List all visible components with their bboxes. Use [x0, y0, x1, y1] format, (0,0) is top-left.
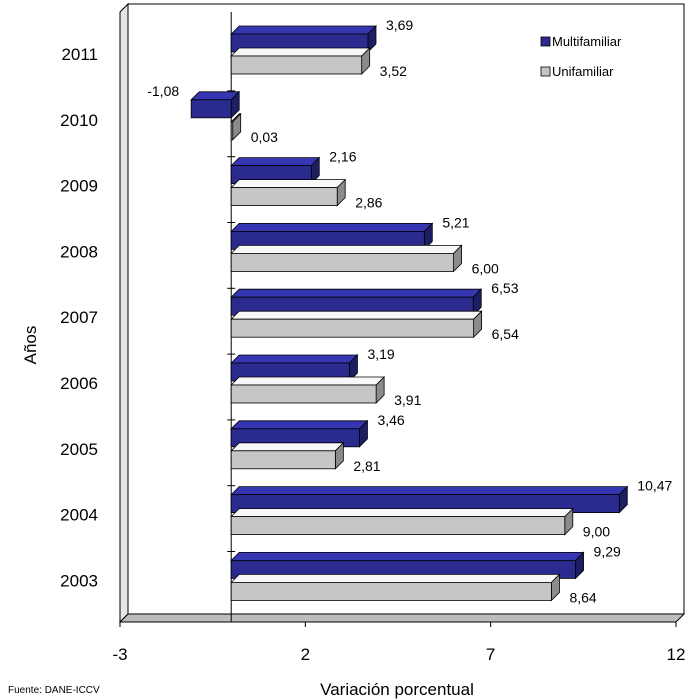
bar-front-face [230, 450, 336, 470]
bar-unifamiliar-2007 [230, 310, 483, 339]
bar-unifamiliar-2004 [230, 507, 574, 536]
legend-swatch-unifamiliar [540, 66, 551, 77]
data-label-multifamiliar-2005: 3,46 [377, 412, 404, 428]
bar-top-face [230, 47, 371, 57]
plot-back-wall [128, 3, 685, 614]
x-tick-label-12: 12 [667, 645, 686, 664]
category-label-2009: 2009 [60, 177, 98, 196]
y-axis-title: Años [21, 326, 40, 365]
bar-top-face [230, 25, 377, 35]
data-label-unifamiliar-2003: 8,64 [569, 589, 596, 605]
bar-multifamiliar-2009 [230, 156, 321, 185]
bar-top-face [230, 222, 434, 232]
bar-unifamiliar-2011 [230, 47, 371, 75]
source-note: Fuente: DANE-ICCV [8, 685, 100, 696]
plot-wall-left [119, 2, 129, 624]
bar-multifamiliar-2010 [190, 90, 241, 119]
bar-top-face [230, 354, 359, 364]
bar-multifamiliar-2003 [230, 551, 585, 580]
bar-front-face [230, 121, 234, 141]
bar-top-face [230, 244, 463, 254]
x-axis-title: Variación porcentual [320, 680, 474, 699]
category-label-2010: 2010 [60, 111, 98, 130]
data-label-unifamiliar-2004: 9,00 [583, 524, 610, 540]
data-label-multifamiliar-2007: 6,53 [491, 280, 518, 296]
legend-swatch-multifamiliar [540, 36, 551, 47]
data-label-multifamiliar-2010: -1,08 [147, 83, 179, 99]
bar-top-face [230, 508, 574, 517]
bar-top-face [230, 486, 629, 496]
bar-multifamiliar-2005 [230, 419, 369, 448]
data-label-unifamiliar-2011: 3,52 [380, 63, 407, 79]
category-label-2003: 2003 [60, 571, 98, 590]
bar-top-face [230, 310, 483, 320]
bar-front-face [230, 55, 363, 75]
data-label-unifamiliar-2010: 0,03 [251, 129, 278, 145]
data-label-unifamiliar-2006: 3,91 [394, 392, 421, 408]
bar-unifamiliar-2006 [230, 376, 386, 404]
bar-front-face [230, 318, 475, 338]
bar-unifamiliar-2008 [230, 244, 463, 273]
bar-unifamiliar-2003 [230, 573, 561, 602]
bar-front-face [230, 582, 552, 601]
data-label-multifamiliar-2011: 3,69 [386, 17, 413, 33]
category-label-2005: 2005 [60, 440, 98, 459]
bar-multifamiliar-2008 [230, 222, 434, 251]
data-label-unifamiliar-2009: 2,86 [355, 195, 382, 211]
bar-front-face [230, 252, 454, 272]
bar-top-face [230, 574, 561, 583]
legend-label-unifamiliar: Unifamiliar [552, 64, 614, 79]
bar-top-face [230, 420, 369, 430]
bar-top-face [230, 179, 347, 189]
bar-front-face [230, 187, 338, 207]
x-tick-label-2: 2 [301, 645, 310, 664]
data-label-multifamiliar-2003: 9,29 [594, 543, 621, 559]
bar-multifamiliar-2006 [230, 354, 359, 382]
data-label-multifamiliar-2008: 5,21 [442, 214, 469, 230]
x-tick-label-7: 7 [486, 645, 495, 664]
data-label-multifamiliar-2009: 2,16 [329, 149, 356, 165]
category-label-2007: 2007 [60, 308, 98, 327]
plot-floor [118, 613, 686, 623]
data-label-multifamiliar-2004: 10,47 [637, 478, 672, 494]
bar-top-face [230, 442, 345, 452]
bar-unifamiliar-2009 [230, 178, 347, 207]
bar-top-face [230, 157, 321, 167]
x-tick-label--3: -3 [112, 645, 127, 664]
data-label-unifamiliar-2007: 6,54 [492, 326, 519, 342]
data-label-unifamiliar-2008: 6,00 [472, 260, 499, 276]
bar-side-face [232, 112, 242, 141]
bar-front-face [190, 99, 232, 119]
data-label-unifamiliar-2005: 2,81 [353, 458, 380, 474]
category-label-2008: 2008 [60, 242, 98, 261]
bar-unifamiliar-2010 [230, 112, 242, 141]
category-label-2011: 2011 [61, 45, 98, 64]
bar-unifamiliar-2005 [230, 441, 345, 470]
bar-top-face [230, 288, 483, 298]
category-label-2006: 2006 [60, 374, 98, 393]
legend-label-multifamiliar: Multifamiliar [552, 34, 622, 49]
legend: Multifamiliar Unifamiliar [540, 34, 622, 79]
data-label-multifamiliar-2006: 3,19 [367, 346, 394, 362]
bar-top-face [230, 552, 585, 561]
bar-front-face [230, 516, 566, 535]
bar-top-face [230, 376, 386, 386]
category-label-2004: 2004 [60, 506, 98, 525]
bar-front-face [230, 384, 377, 404]
